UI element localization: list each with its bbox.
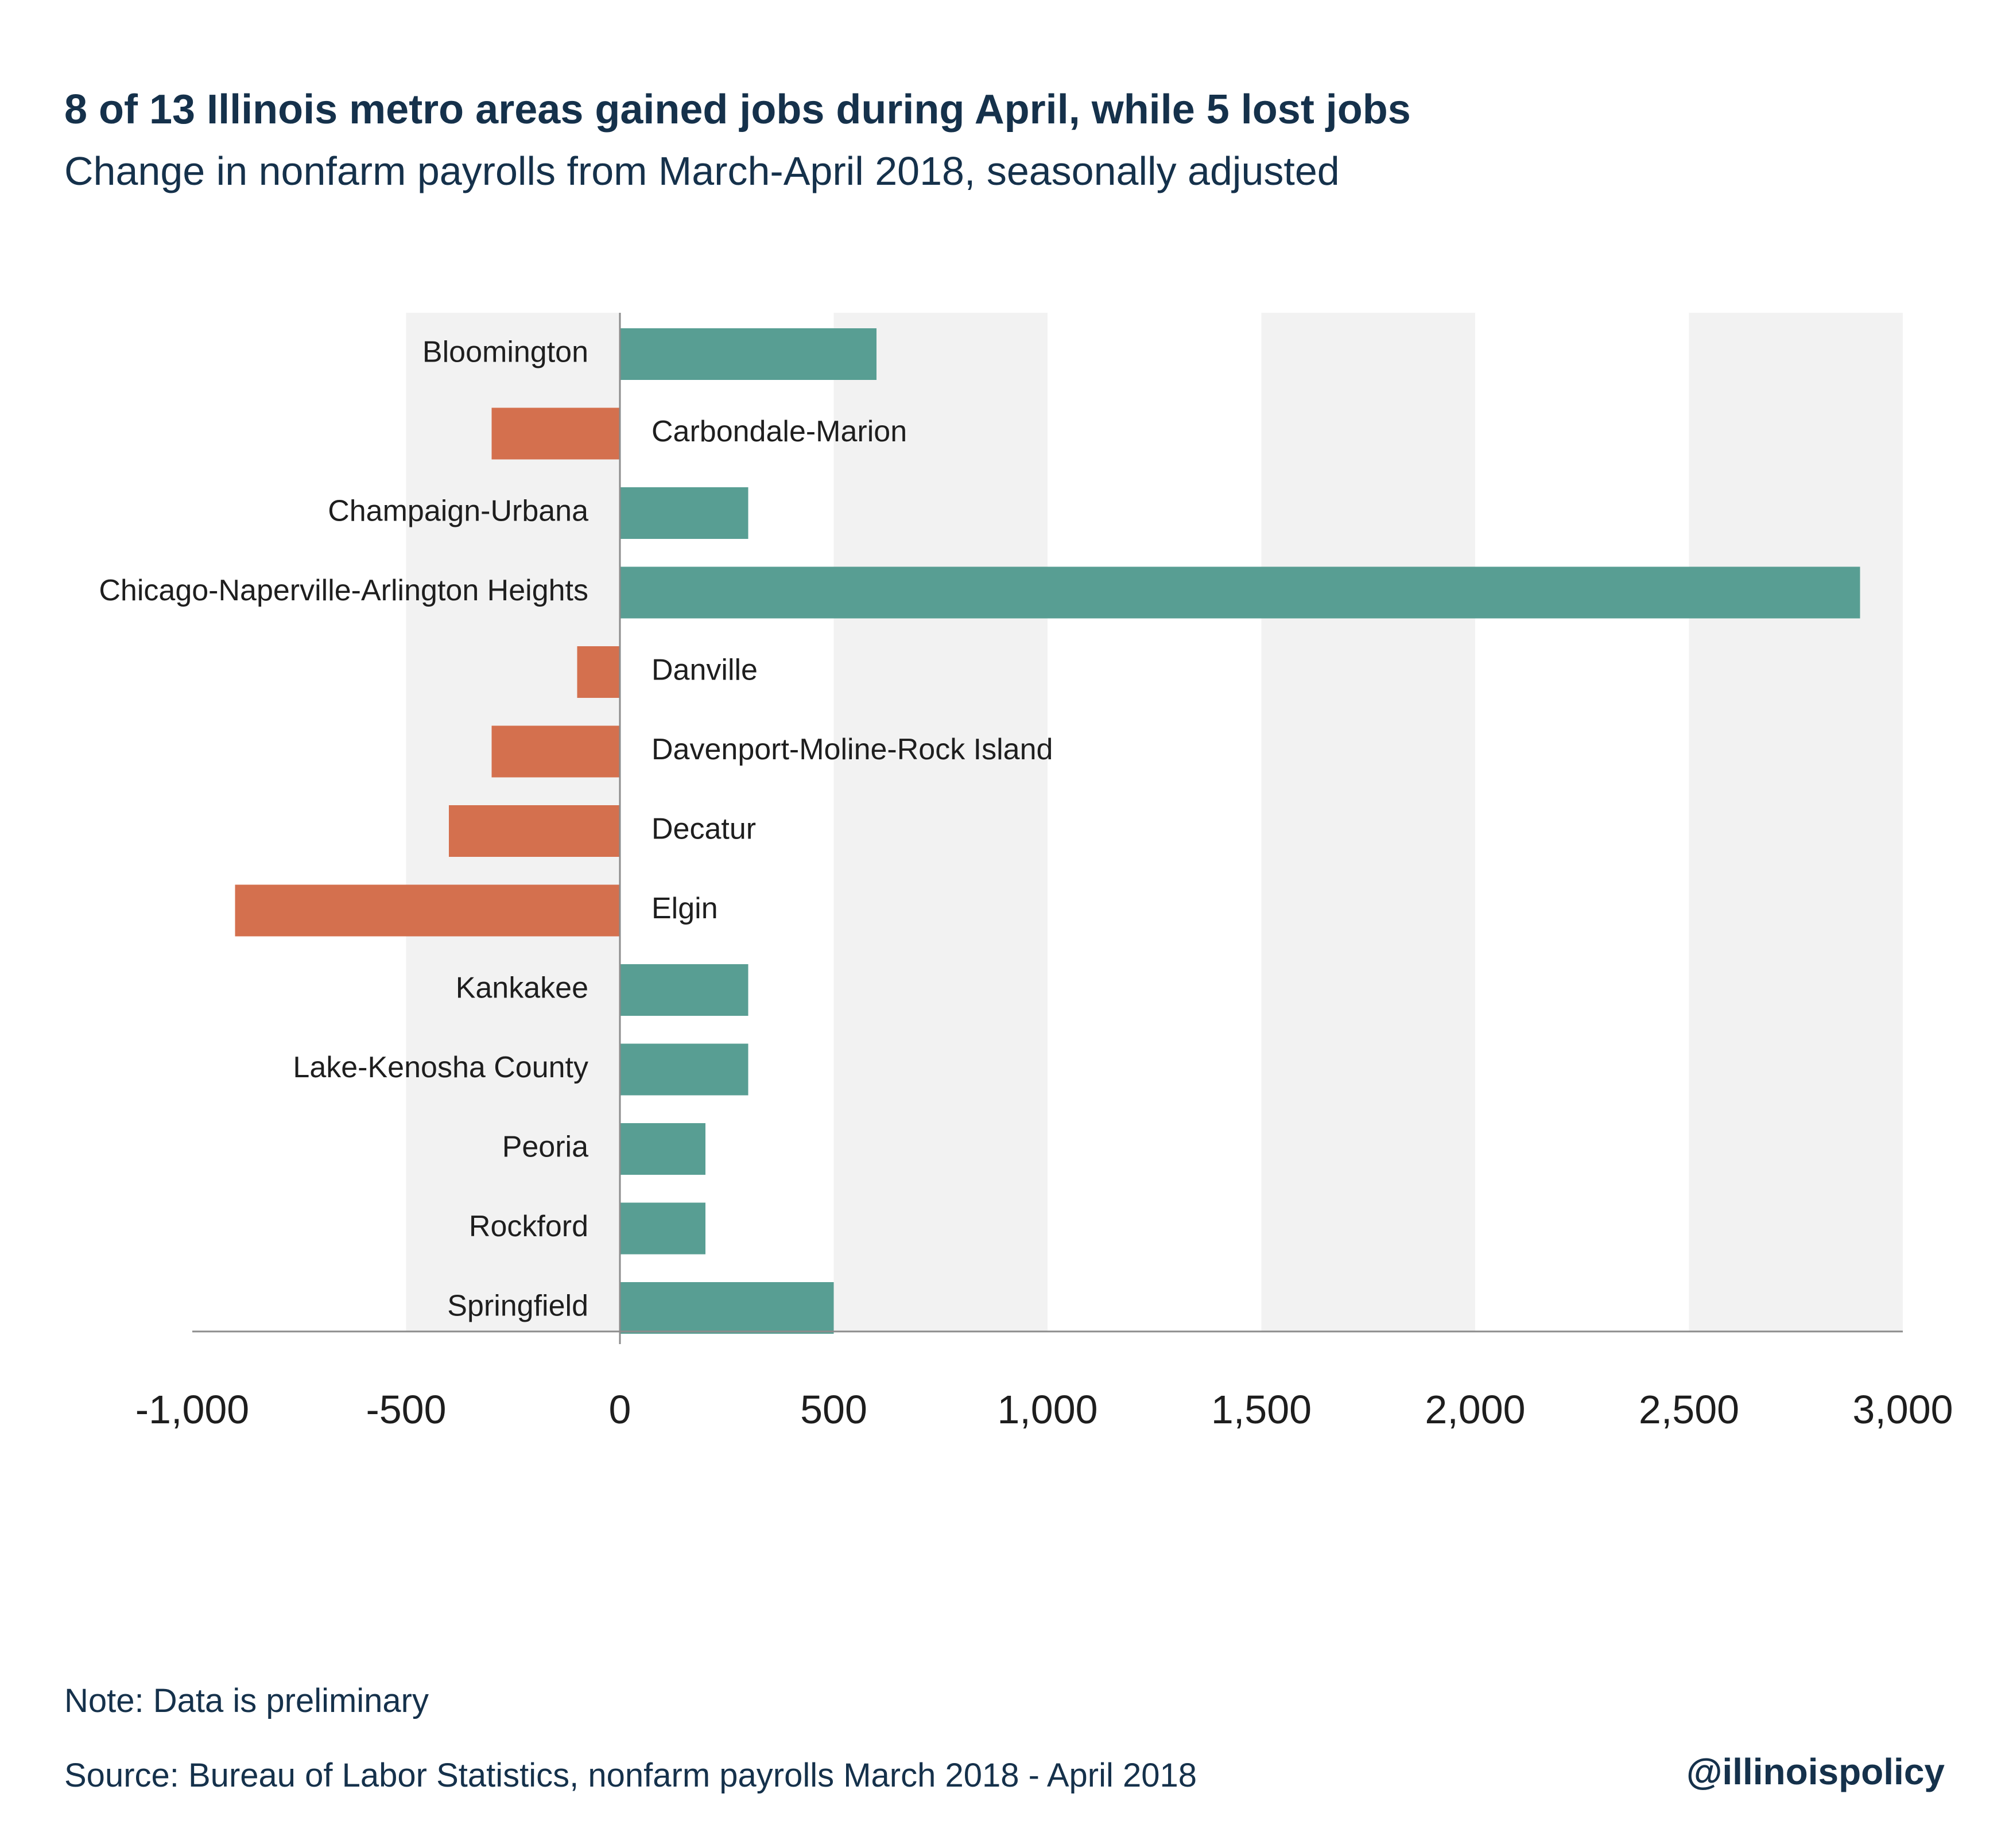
- x-tick-label: 3,000: [1852, 1387, 1953, 1432]
- bar-7: [235, 884, 620, 937]
- x-tick-label: 2,500: [1639, 1387, 1739, 1432]
- category-label: Rockford: [469, 1210, 588, 1243]
- bar-6: [449, 805, 620, 857]
- brand-handle: @illinoispolicy: [1686, 1751, 1945, 1792]
- category-label: Champaign-Urbana: [328, 495, 588, 528]
- category-label: Danville: [651, 654, 758, 687]
- category-labels: Bloomington Carbondale-Marion Champaign-Ur…: [99, 336, 1053, 1323]
- x-tick-label: 2,000: [1425, 1387, 1525, 1432]
- chart-subtitle: Change in nonfarm payrolls from March-Ap…: [64, 149, 1340, 193]
- category-label: Chicago-Naperville-Arlington Heights: [99, 574, 588, 607]
- grid-band: [1261, 313, 1475, 1331]
- bar-9: [620, 1043, 748, 1096]
- axes: [192, 313, 1903, 1344]
- footnote: Note: Data is preliminary: [64, 1682, 429, 1719]
- category-label: Bloomington: [422, 336, 588, 369]
- tick-labels: -1,000 -500 0 500 1,000 1,500 2,000 2,500 3,000: [135, 1387, 1953, 1432]
- bar-5: [491, 725, 620, 778]
- category-label: Peoria: [502, 1131, 588, 1164]
- bar-0: [620, 328, 876, 380]
- category-label: Elgin: [651, 892, 718, 925]
- bar-4: [577, 646, 620, 698]
- category-label: Kankakee: [456, 972, 588, 1005]
- grid-bands: [406, 313, 1903, 1331]
- category-label: Davenport-Moline-Rock Island: [651, 733, 1053, 766]
- bar-2: [620, 487, 748, 539]
- bar-chart: Bloomington Carbondale-Marion Champaign-Ur…: [99, 313, 1953, 1432]
- chart-title: 8 of 13 Illinois metro areas gained jobs…: [64, 87, 1411, 133]
- bar-1: [491, 407, 620, 460]
- bar-8: [620, 964, 748, 1016]
- category-label: Lake-Kenosha County: [293, 1051, 588, 1084]
- bar-12: [620, 1282, 834, 1334]
- x-tick-label: -1,000: [135, 1387, 249, 1432]
- bars: [235, 328, 1860, 1334]
- source-note: Source: Bureau of Labor Statistics, nonf…: [64, 1757, 1197, 1794]
- x-tick-label: 0: [609, 1387, 631, 1432]
- x-tick-label: 500: [800, 1387, 867, 1432]
- category-label: Decatur: [651, 813, 756, 846]
- x-tick-label: 1,000: [997, 1387, 1097, 1432]
- bar-11: [620, 1202, 705, 1255]
- category-label: Carbondale-Marion: [651, 415, 907, 448]
- grid-band: [1689, 313, 1903, 1331]
- bar-3: [620, 566, 1860, 619]
- x-tick-label: -500: [366, 1387, 446, 1432]
- grid-band: [833, 313, 1048, 1331]
- bar-10: [620, 1123, 705, 1175]
- category-label: Springfield: [447, 1290, 588, 1323]
- x-tick-label: 1,500: [1211, 1387, 1312, 1432]
